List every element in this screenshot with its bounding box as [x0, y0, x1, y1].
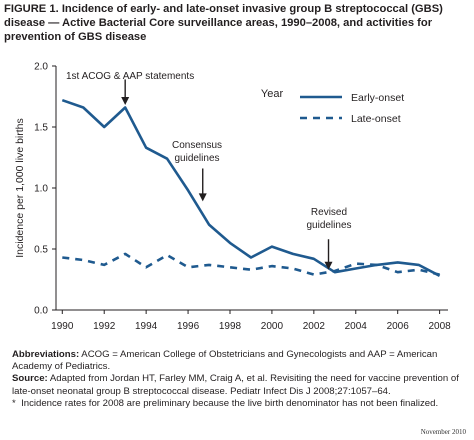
- x-tick-label: 2000: [261, 321, 284, 332]
- series-line-early-onset: [61, 98, 441, 277]
- source-note: Source: Adapted from Jordan HT, Farley M…: [12, 373, 464, 397]
- y-axis-label: Incidence per 1,000 live births: [14, 118, 26, 258]
- abbreviations-text: ACOG = American College of Obstetricians…: [12, 349, 438, 373]
- annotation-label: Revised: [311, 207, 347, 218]
- source-label: Source:: [12, 373, 48, 385]
- y-tick-label: 0.5: [34, 245, 48, 256]
- y-tick-label: 2.0: [34, 62, 48, 73]
- figure-label: FIGURE 1.: [4, 3, 59, 15]
- annotation-arrow-head: [198, 193, 207, 202]
- annotation-arrow-head: [121, 97, 130, 106]
- x-tick-label: 2008: [428, 321, 451, 332]
- line-chart: 0.0 0.5 1.0 1.5 2.0 1990 1992 1994 1996 1998 2000 2…: [14, 62, 451, 333]
- x-tick-label: 1998: [219, 321, 242, 332]
- source-text: Adapted from Jordan HT, Farley MM, Craig…: [12, 373, 459, 397]
- y-tick-label: 1.0: [34, 184, 48, 195]
- x-tick-label: 1990: [51, 321, 74, 332]
- y-tick-label: 0.0: [34, 306, 48, 317]
- x-tick-label: 2004: [345, 321, 368, 332]
- x-tick-label: 2002: [303, 321, 326, 332]
- footnote: * Incidence rates for 2008 are prelimina…: [12, 398, 464, 410]
- x-tick-label: 1994: [135, 321, 158, 332]
- dateline: November 2010: [420, 428, 466, 436]
- legend-label: Late-onset: [351, 113, 401, 125]
- x-tick-label: 1992: [93, 321, 116, 332]
- annotation-label: guidelines: [306, 220, 351, 231]
- annotation-arrow-head: [324, 261, 333, 270]
- annotation-label: guidelines: [174, 153, 219, 164]
- legend-label: Early-onset: [351, 92, 404, 104]
- annotation-label: 1st ACOG & AAP statements: [66, 71, 194, 82]
- abbreviations-note: Abbreviations: ACOG = American College o…: [12, 349, 464, 373]
- figure-title-text: Incidence of early- and late-onset invas…: [4, 3, 443, 44]
- x-tick-label: 1996: [177, 321, 200, 332]
- y-tick-label: 1.5: [34, 123, 48, 134]
- annotation-label: Consensus: [172, 140, 222, 151]
- figure-title: FIGURE 1. Incidence of early- and late-o…: [4, 2, 470, 45]
- x-axis-label: Year: [261, 88, 284, 100]
- footnote-mark: *: [12, 397, 16, 409]
- abbreviations-label: Abbreviations:: [12, 349, 80, 360]
- x-tick-label: 2006: [387, 321, 410, 332]
- series-line-late-onset: [62, 252, 440, 276]
- footnote-text: Incidence rates for 2008 are preliminary…: [21, 397, 439, 409]
- figure-notes: Abbreviations: ACOG = American College o…: [12, 349, 464, 410]
